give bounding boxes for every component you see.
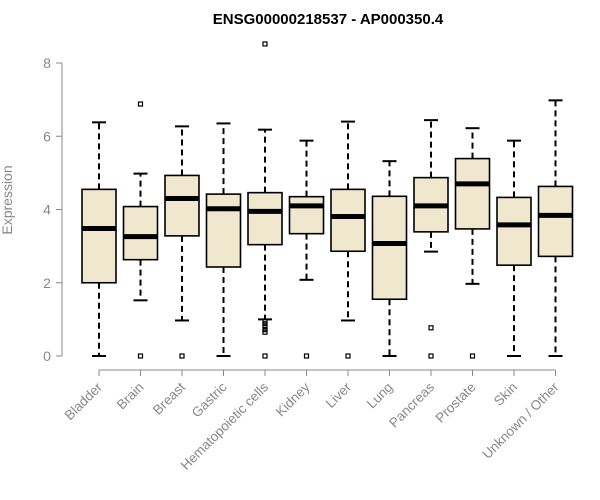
y-tick-label: 4 — [43, 202, 51, 218]
outlier-point — [303, 353, 310, 359]
iqr-box — [205, 193, 242, 268]
iqr-box — [330, 188, 366, 253]
iqr-box — [247, 191, 283, 246]
y-tick-label: 6 — [43, 128, 51, 144]
box-unknown-other — [537, 99, 574, 357]
box-brain — [122, 101, 159, 359]
outlier-point — [137, 353, 144, 359]
outlier-point — [262, 318, 268, 324]
x-tick-label: Breast — [150, 379, 188, 417]
x-tick-label: Brain — [114, 380, 147, 413]
box-bladder — [81, 121, 117, 357]
box-kidney — [288, 139, 325, 359]
y-tick-label: 2 — [43, 275, 51, 291]
iqr-box — [371, 195, 408, 301]
y-axis-label: Expression — [0, 165, 15, 234]
iqr-box — [496, 196, 532, 266]
outlier-point — [262, 41, 268, 47]
y-axis: 0 2 4 6 8 — [43, 55, 63, 364]
x-tick-label: Pancreas — [386, 379, 437, 430]
outlier-point — [262, 353, 268, 359]
outlier-point — [262, 327, 268, 333]
x-tick-label: Kidney — [273, 379, 313, 419]
y-tick-label: 0 — [43, 348, 51, 364]
box-pancreas — [413, 119, 449, 359]
x-tick-label: Prostate — [432, 380, 478, 426]
x-tick-label: Gastric — [189, 379, 230, 420]
outlier-point — [345, 353, 351, 359]
box-hematopoietic-cells — [247, 41, 283, 359]
outlier-point — [428, 353, 434, 359]
iqr-box — [81, 188, 117, 284]
box-liver — [330, 120, 366, 359]
x-tick-label: Unknown / Other — [479, 379, 562, 462]
outlier-point — [428, 325, 434, 331]
box-prostate — [454, 127, 491, 359]
box-skin — [496, 139, 532, 357]
iqr-box — [454, 157, 491, 230]
x-tick-label: Lung — [364, 380, 396, 412]
box-lung — [371, 160, 408, 357]
outlier-point — [137, 101, 144, 107]
box-breast — [164, 125, 200, 359]
iqr-box — [164, 174, 200, 237]
box-gastric — [205, 122, 242, 357]
boxes-group — [81, 41, 574, 359]
outlier-point — [179, 353, 185, 359]
outlier-point — [262, 324, 268, 330]
chart-title: ENSG00000218537 - AP000350.4 — [213, 11, 444, 28]
iqr-box — [122, 205, 159, 261]
y-tick-label: 8 — [43, 55, 51, 71]
outlier-point — [469, 353, 476, 359]
x-tick-label: Liver — [323, 379, 355, 411]
x-tick-label: Skin — [491, 380, 520, 409]
iqr-box — [537, 185, 574, 258]
iqr-box — [288, 195, 325, 235]
x-tick-label: Bladder — [62, 379, 106, 423]
